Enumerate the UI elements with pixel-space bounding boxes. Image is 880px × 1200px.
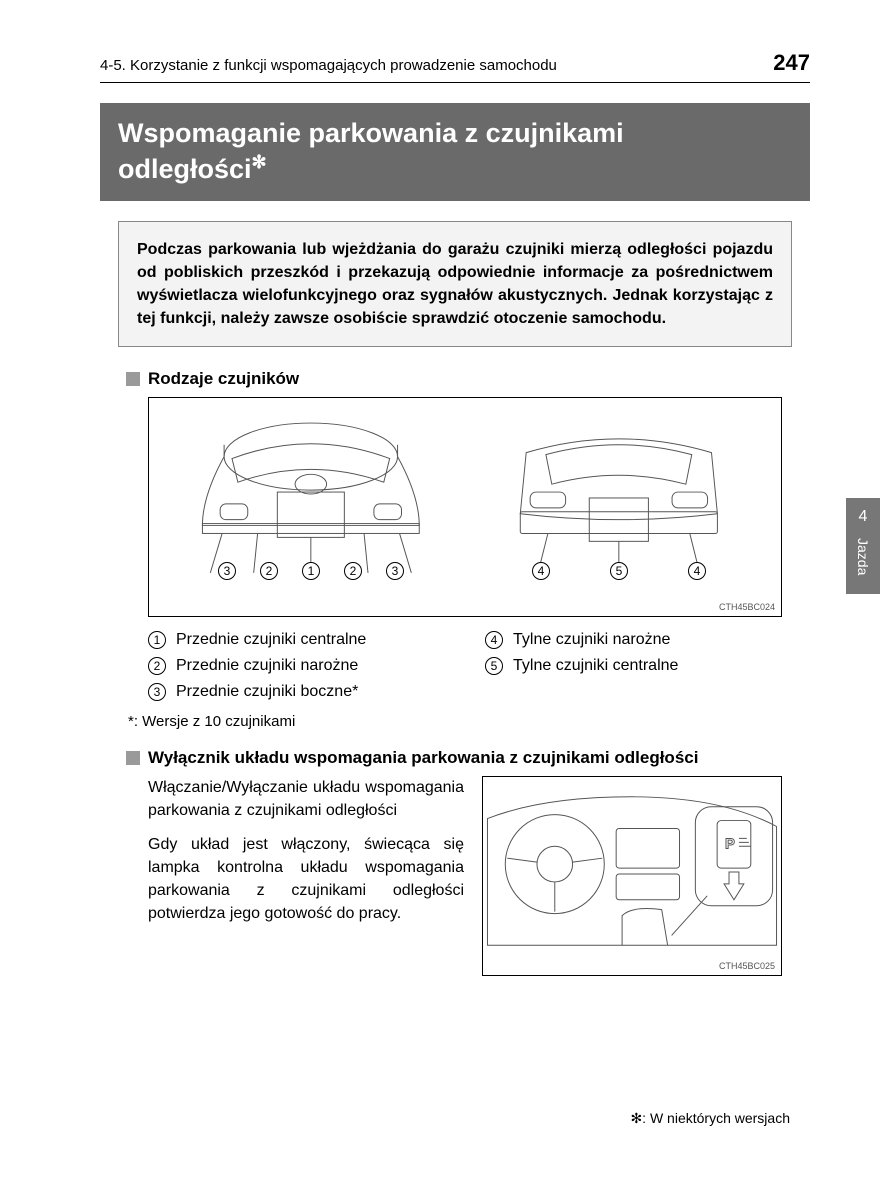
legend-label: Tylne czujniki centralne: [513, 657, 678, 675]
legend-item-1: 1 Przednie czujniki centralne: [148, 631, 445, 649]
switch-para2: Gdy układ jest włączony, świecąca się la…: [148, 833, 464, 926]
marker-3: 3: [386, 562, 404, 580]
sensor-footnote: *: Wersje z 10 czujnikami: [128, 713, 810, 730]
chapter-number: 4: [859, 508, 868, 526]
subsection-heading: Rodzaje czujników: [148, 369, 299, 389]
marker-1: 1: [302, 562, 320, 580]
legend-label: Przednie czujniki narożne: [176, 657, 358, 675]
marker-3: 3: [218, 562, 236, 580]
title-line1: Wspomaganie parkowania z czujnikami: [118, 118, 624, 148]
marker-4: 4: [532, 562, 550, 580]
diagram-code: CTH45BC025: [719, 961, 775, 971]
legend-item-5: 5 Tylne czujniki centralne: [485, 657, 782, 675]
sensor-diagram: 3 2 1 2 3: [148, 397, 782, 617]
page-header: 4-5. Korzystanie z funkcji wspomagającyc…: [100, 50, 810, 83]
square-bullet-icon: [126, 751, 140, 765]
legend-num: 2: [148, 657, 166, 675]
page-footnote: ✻: W niektórych wersjach: [630, 1110, 790, 1128]
marker-2: 2: [260, 562, 278, 580]
legend-num: 1: [148, 631, 166, 649]
subsection-sensors: Rodzaje czujników: [126, 369, 810, 389]
square-bullet-icon: [126, 372, 140, 386]
legend-num: 4: [485, 631, 503, 649]
legend-num: 5: [485, 657, 503, 675]
footnote-text: ✻: W niektórych wersjach: [630, 1110, 790, 1126]
legend-item-4: 4 Tylne czujniki narożne: [485, 631, 782, 649]
switch-description: Włączanie/Wyłączanie układu wspomagania …: [148, 776, 464, 976]
breadcrumb: 4-5. Korzystanie z funkcji wspomagającyc…: [100, 57, 557, 74]
chapter-name: Jazda: [855, 538, 871, 575]
diagram-code: CTH45BC024: [719, 602, 775, 612]
switch-para1: Włączanie/Wyłączanie układu wspomagania …: [148, 776, 464, 822]
car-front-illustration: 3 2 1 2 3: [163, 406, 459, 586]
subsection-heading: Wyłącznik układu wspomagania parkowania …: [148, 748, 782, 768]
sensor-legend: 1 Przednie czujniki centralne 2 Przednie…: [148, 631, 782, 709]
marker-5: 5: [610, 562, 628, 580]
title-line2: odległości: [118, 154, 252, 184]
legend-item-3: 3 Przednie czujniki boczne*: [148, 683, 445, 701]
marker-4: 4: [688, 562, 706, 580]
legend-item-2: 2 Przednie czujniki narożne: [148, 657, 445, 675]
chapter-tab: 4 Jazda: [846, 498, 880, 594]
marker-2: 2: [344, 562, 362, 580]
section-title: Wspomaganie parkowania z czujnikami odle…: [100, 103, 810, 201]
legend-label: Przednie czujniki boczne*: [176, 683, 358, 701]
subsection-switch: Wyłącznik układu wspomagania parkowania …: [126, 748, 782, 768]
legend-label: Tylne czujniki narożne: [513, 631, 670, 649]
parking-button-label: P: [725, 837, 735, 853]
legend-num: 3: [148, 683, 166, 701]
switch-diagram: P CTH45BC025: [482, 776, 782, 976]
title-asterisk: ✻: [252, 152, 267, 172]
car-rear-illustration: 4 5 4: [471, 406, 767, 586]
intro-box: Podczas parkowania lub wjeżdżania do gar…: [118, 221, 792, 348]
page-number: 247: [773, 50, 810, 76]
legend-label: Przednie czujniki centralne: [176, 631, 366, 649]
